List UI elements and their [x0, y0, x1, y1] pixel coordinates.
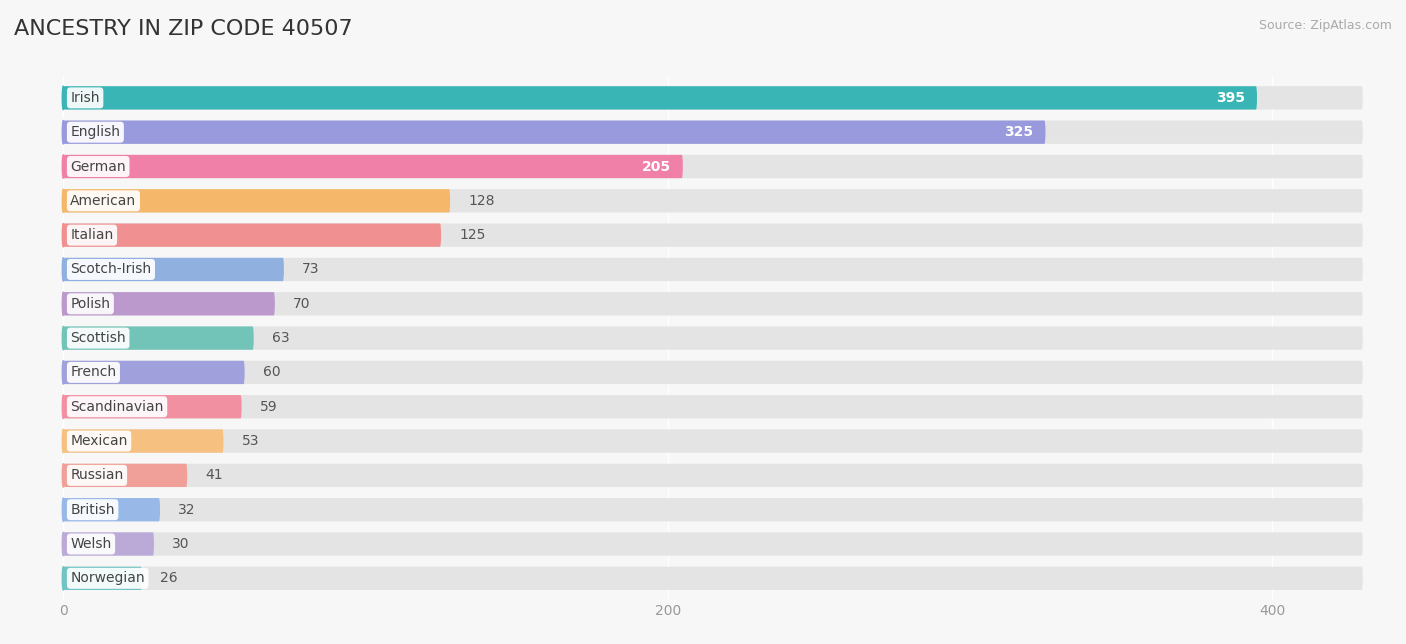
- FancyBboxPatch shape: [63, 533, 1362, 556]
- Text: ANCESTRY IN ZIP CODE 40507: ANCESTRY IN ZIP CODE 40507: [14, 19, 353, 39]
- FancyBboxPatch shape: [63, 292, 1362, 316]
- Circle shape: [62, 430, 65, 453]
- Circle shape: [62, 120, 65, 144]
- Text: Italian: Italian: [70, 228, 114, 242]
- Text: Source: ZipAtlas.com: Source: ZipAtlas.com: [1258, 19, 1392, 32]
- Text: Scottish: Scottish: [70, 331, 127, 345]
- Circle shape: [62, 189, 65, 213]
- Text: American: American: [70, 194, 136, 208]
- Text: 30: 30: [172, 537, 190, 551]
- Text: 53: 53: [242, 434, 259, 448]
- FancyBboxPatch shape: [63, 258, 284, 281]
- Circle shape: [62, 533, 65, 556]
- FancyBboxPatch shape: [63, 395, 1362, 419]
- Text: 128: 128: [468, 194, 495, 208]
- Text: 70: 70: [292, 297, 311, 311]
- Text: British: British: [70, 503, 115, 516]
- FancyBboxPatch shape: [63, 155, 683, 178]
- Circle shape: [62, 258, 65, 281]
- Circle shape: [62, 86, 65, 109]
- Text: Polish: Polish: [70, 297, 111, 311]
- Circle shape: [62, 155, 65, 178]
- FancyBboxPatch shape: [63, 498, 160, 522]
- FancyBboxPatch shape: [63, 120, 1046, 144]
- Text: Norwegian: Norwegian: [70, 571, 145, 585]
- Text: Russian: Russian: [70, 468, 124, 482]
- FancyBboxPatch shape: [63, 567, 142, 590]
- FancyBboxPatch shape: [63, 498, 1362, 522]
- Text: German: German: [70, 160, 127, 173]
- Circle shape: [62, 395, 65, 419]
- Text: English: English: [70, 125, 121, 139]
- Text: Welsh: Welsh: [70, 537, 111, 551]
- Text: Irish: Irish: [70, 91, 100, 105]
- Text: 73: 73: [302, 263, 319, 276]
- Text: 325: 325: [1004, 125, 1033, 139]
- Text: 26: 26: [160, 571, 177, 585]
- Text: French: French: [70, 365, 117, 379]
- FancyBboxPatch shape: [63, 155, 1362, 178]
- Text: 32: 32: [179, 503, 195, 516]
- FancyBboxPatch shape: [63, 361, 1362, 384]
- FancyBboxPatch shape: [63, 464, 187, 487]
- Text: 125: 125: [460, 228, 485, 242]
- Text: 205: 205: [641, 160, 671, 173]
- FancyBboxPatch shape: [63, 120, 1362, 144]
- FancyBboxPatch shape: [63, 361, 245, 384]
- FancyBboxPatch shape: [63, 395, 242, 419]
- Text: Scandinavian: Scandinavian: [70, 400, 163, 413]
- Text: Scotch-Irish: Scotch-Irish: [70, 263, 152, 276]
- Text: 59: 59: [260, 400, 277, 413]
- FancyBboxPatch shape: [63, 567, 1362, 590]
- Circle shape: [62, 223, 65, 247]
- Text: 395: 395: [1216, 91, 1244, 105]
- FancyBboxPatch shape: [63, 430, 1362, 453]
- FancyBboxPatch shape: [63, 430, 224, 453]
- FancyBboxPatch shape: [63, 327, 253, 350]
- Circle shape: [62, 464, 65, 487]
- FancyBboxPatch shape: [63, 327, 1362, 350]
- FancyBboxPatch shape: [63, 189, 1362, 213]
- FancyBboxPatch shape: [63, 189, 450, 213]
- Circle shape: [62, 498, 65, 522]
- Circle shape: [62, 567, 65, 590]
- FancyBboxPatch shape: [63, 86, 1257, 109]
- Circle shape: [62, 361, 65, 384]
- Text: 41: 41: [205, 468, 224, 482]
- Text: 63: 63: [271, 331, 290, 345]
- Text: Mexican: Mexican: [70, 434, 128, 448]
- Circle shape: [62, 327, 65, 350]
- FancyBboxPatch shape: [63, 533, 155, 556]
- FancyBboxPatch shape: [63, 223, 1362, 247]
- FancyBboxPatch shape: [63, 258, 1362, 281]
- FancyBboxPatch shape: [63, 223, 441, 247]
- FancyBboxPatch shape: [63, 464, 1362, 487]
- Text: 60: 60: [263, 365, 280, 379]
- Circle shape: [62, 292, 65, 316]
- FancyBboxPatch shape: [63, 292, 274, 316]
- FancyBboxPatch shape: [63, 86, 1362, 109]
